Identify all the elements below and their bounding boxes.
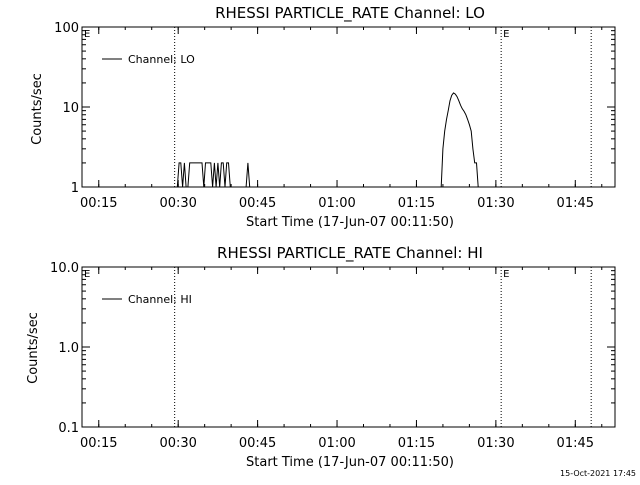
y-tick-label: 0.1 [58, 421, 79, 436]
panel-lo-channel: RHESSI PARTICLE_RATE Channel: LO Start T… [30, 4, 616, 230]
y-tick-label: 100 [54, 21, 79, 36]
y-tick-label: 1.0 [58, 341, 79, 356]
panel-hi-channel: RHESSI PARTICLE_RATE Channel: HI Start T… [26, 244, 616, 470]
y-tick-label: 10 [62, 101, 79, 116]
x-tick-label: 01:15 [398, 436, 435, 451]
x-tick-label: 01:00 [318, 436, 355, 451]
y-tick-label: 1 [71, 181, 79, 196]
x-tick-label: 01:30 [477, 196, 514, 211]
x-tick-label: 01:00 [318, 196, 355, 211]
x-tick-label: 01:45 [557, 436, 594, 451]
x-tick-label: 00:30 [159, 436, 196, 451]
x-tick-label: 00:15 [80, 436, 117, 451]
y-axis-label: Counts/sec [26, 312, 41, 384]
x-axis-label: Start Time (17-Jun-07 00:11:50) [246, 455, 454, 470]
event-marker-label: E [503, 29, 509, 40]
plot-frame [81, 26, 616, 188]
chart-title: RHESSI PARTICLE_RATE Channel: LO [215, 4, 485, 23]
legend-entry: Channel: HI [128, 293, 192, 306]
legend-entry: Channel: LO [128, 53, 195, 66]
x-tick-label: 01:15 [398, 196, 435, 211]
x-tick-label: 01:30 [477, 436, 514, 451]
chart-title: RHESSI PARTICLE_RATE Channel: HI [217, 244, 483, 263]
x-tick-label: 00:15 [80, 196, 117, 211]
event-marker-label: E [84, 29, 90, 40]
x-axis-label: Start Time (17-Jun-07 00:11:50) [246, 215, 454, 230]
y-tick-label: 10.0 [50, 261, 79, 276]
x-tick-label: 00:45 [239, 436, 276, 451]
x-tick-label: 01:45 [557, 196, 594, 211]
event-marker-label: E [503, 269, 509, 280]
plot-frame [81, 266, 616, 428]
generation-timestamp: 15-Oct-2021 17:45 [560, 469, 636, 478]
event-marker-label: E [84, 269, 90, 280]
y-axis-label: Counts/sec [30, 73, 45, 145]
series-line-channel-lo [175, 92, 482, 188]
x-tick-label: 00:45 [239, 196, 276, 211]
x-tick-label: 00:30 [159, 196, 196, 211]
